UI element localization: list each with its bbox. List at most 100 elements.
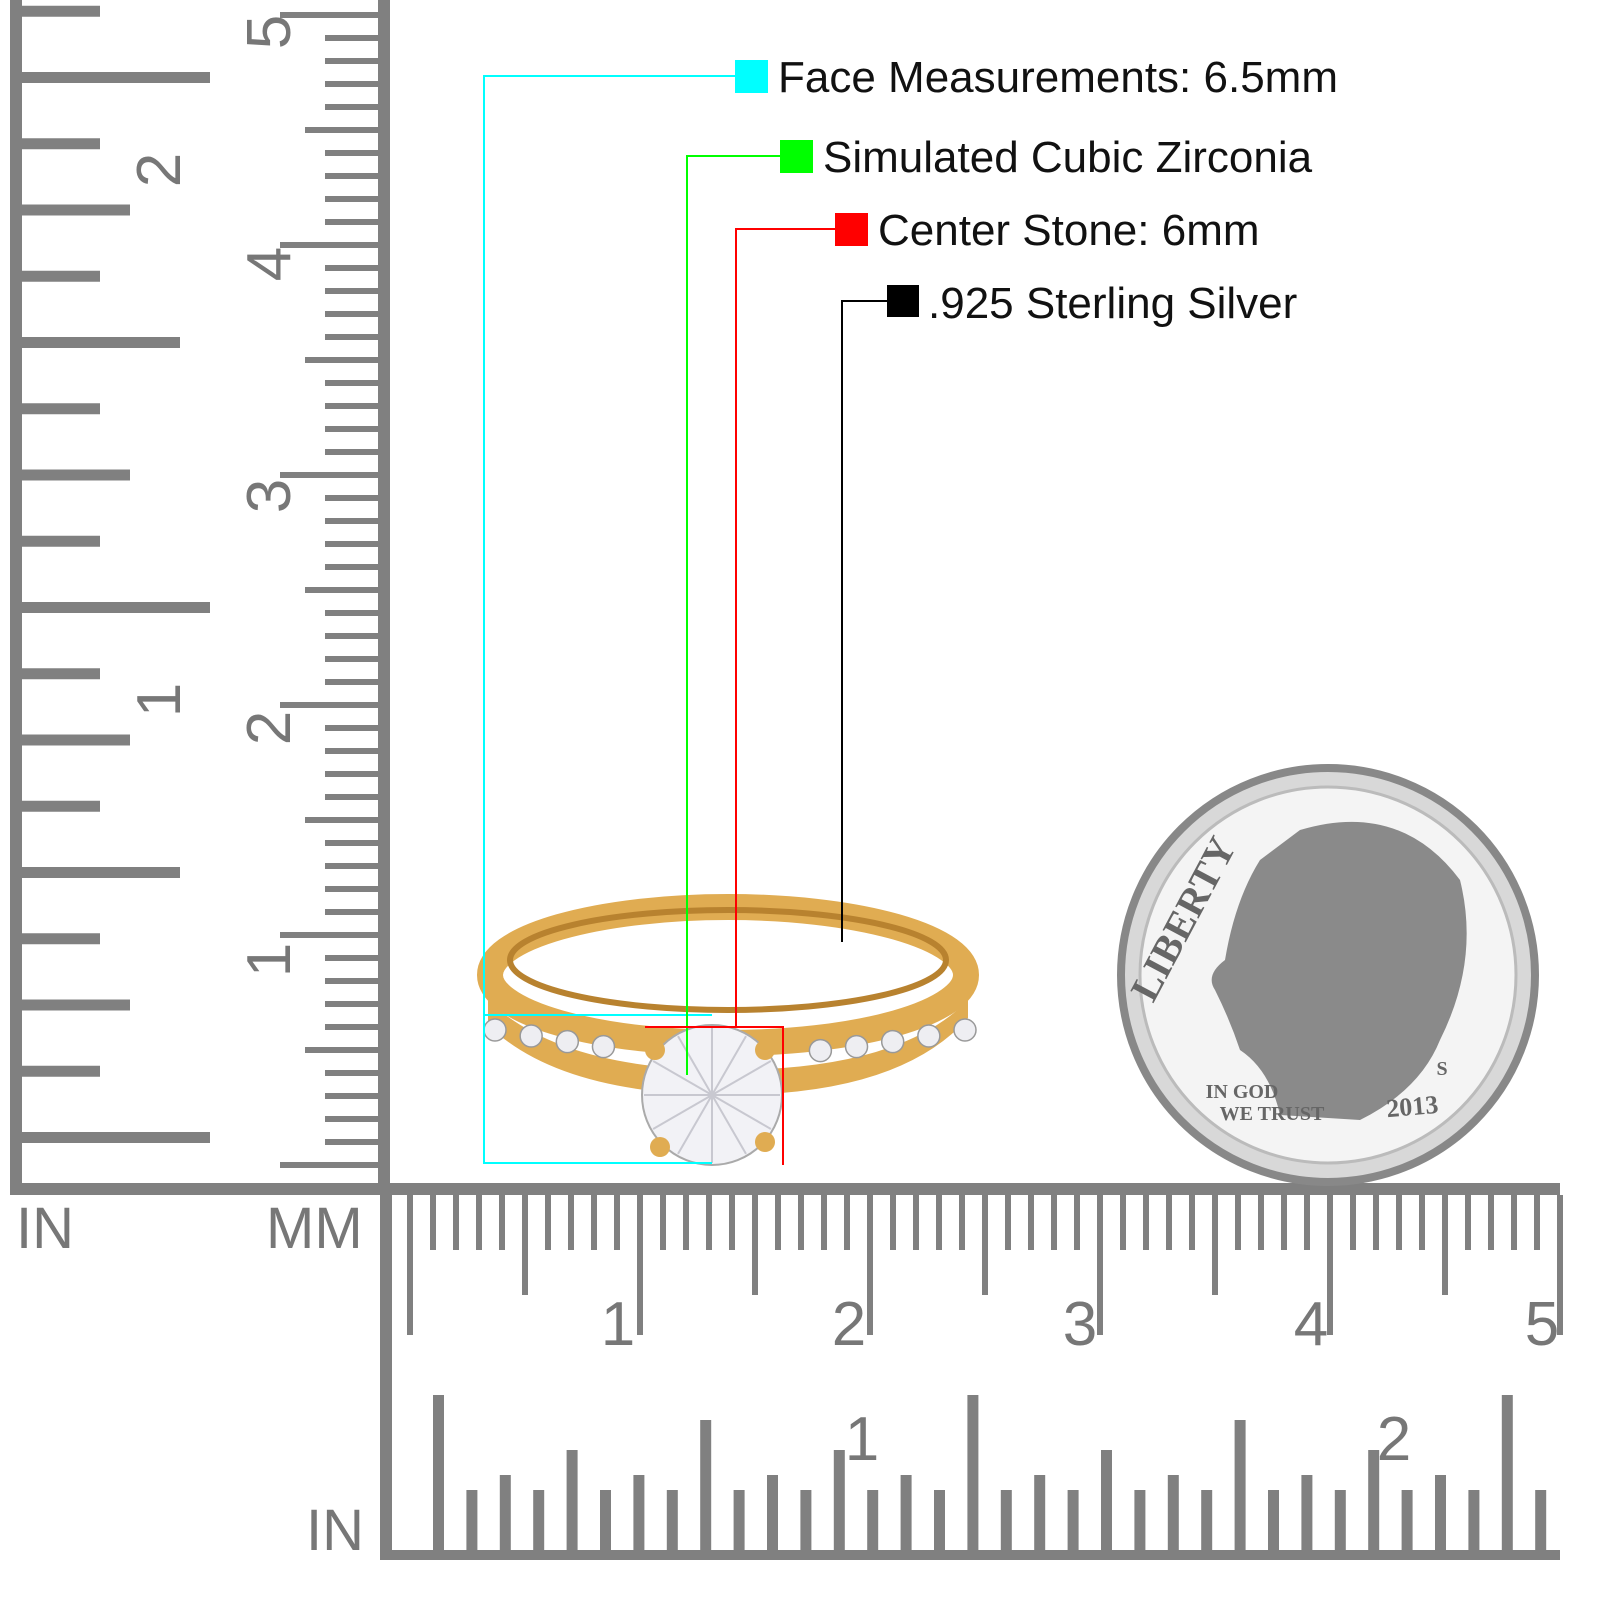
mm-tick [325,1070,380,1076]
mm-number: 4 [1294,1290,1328,1359]
inch-tick [600,1490,611,1550]
inch-tick [967,1395,979,1550]
mm-tick [305,357,380,363]
horizontal-ruler-edge [10,1183,1560,1195]
mm-number: 5 [1525,1290,1559,1359]
inch-tick [1535,1490,1547,1550]
mm-tick [280,472,380,478]
prong [755,1132,775,1152]
legend-swatch-red [835,213,868,246]
mm-tick [1327,1195,1333,1335]
legend-face-measurements: Face Measurements: 6.5mm [778,53,1338,102]
inch-tick [833,1450,845,1550]
mm-tick [280,12,380,18]
mm-number: 4 [235,247,304,281]
inch-tick [1334,1490,1346,1550]
horizontal-ruler-left-edge [380,1190,392,1560]
inch-tick [800,1490,812,1550]
mm-tick [890,1195,896,1250]
inch-tick [566,1450,578,1550]
stone-type-line [686,155,780,1075]
mm-tick [325,196,380,202]
mm-tick [1465,1195,1471,1250]
inch-tick [20,204,130,216]
mm-tick [499,1195,505,1250]
legend-swatch-cyan [735,60,768,93]
inch-tick [1134,1490,1146,1550]
mm-tick [430,1195,436,1250]
mm-tick [325,610,380,616]
mm-tick [325,1093,380,1099]
mm-tick [325,58,380,64]
mm-tick [1051,1195,1057,1250]
mm-tick [325,81,380,87]
coin-motto-line1: IN GOD [1206,1081,1279,1103]
mm-tick [821,1195,827,1250]
coin-motto-line2: WE TRUST [1220,1103,1325,1125]
inch-tick [20,138,100,150]
mm-tick [305,1047,380,1053]
leader-lines [483,60,919,1165]
inch-tick [20,602,210,613]
mm-tick [982,1195,988,1295]
mm-number: 1 [235,943,304,977]
inch-tick [1201,1490,1213,1550]
mm-tick [325,288,380,294]
inch-tick [1067,1490,1079,1550]
accent-stone [483,1018,507,1042]
mm-tick [1419,1195,1425,1250]
inch-tick [1435,1475,1446,1550]
mm-tick [280,702,380,708]
inch-tick [20,734,130,746]
mm-tick [1120,1195,1126,1250]
mm-tick [325,334,380,340]
mm-tick [1212,1195,1218,1295]
mm-tick [1534,1195,1540,1250]
mm-tick [325,495,380,501]
inch-tick [20,933,100,945]
stone-facet [711,1035,747,1096]
mm-tick [325,104,380,110]
mm-tick [568,1195,574,1250]
mm-tick [1442,1195,1448,1295]
inch-tick [767,1475,778,1550]
mm-tick [1373,1195,1379,1250]
mm-tick [280,1162,380,1168]
mm-tick [325,426,380,432]
mm-tick [325,150,380,156]
mm-tick [325,541,380,547]
legend-center-stone: Center Stone: 6mm [878,206,1260,255]
inch-tick [1234,1420,1246,1550]
mm-tick [1097,1195,1103,1335]
mm-tick [280,932,380,938]
mm-tick [1005,1195,1011,1250]
mm-tick [325,449,380,455]
mm-tick [683,1195,689,1250]
ring-illustration [477,894,979,1166]
accent-stone [844,1034,869,1059]
center-stone-line [735,228,835,1027]
legend-swatch-black [887,285,919,317]
mm-tick [591,1195,597,1250]
inch-tick [20,1065,100,1077]
mm-tick [1350,1195,1356,1250]
mm-tick [305,817,380,823]
mm-tick [305,127,380,133]
mm-tick [1028,1195,1034,1250]
mm-tick [325,863,380,869]
accent-stone [591,1034,616,1059]
inch-tick [20,999,130,1011]
legend-swatch-green [780,140,813,173]
mm-tick [325,403,380,409]
inch-tick [1501,1395,1513,1550]
mm-tick [867,1195,873,1335]
mm-tick [936,1195,942,1250]
center-stone-bracket [645,1026,784,1165]
mm-tick [1281,1195,1287,1250]
coin-mint-mark: S [1436,1058,1447,1080]
mm-tick [1235,1195,1241,1250]
mm-tick [325,748,380,754]
inch-tick [20,337,180,348]
